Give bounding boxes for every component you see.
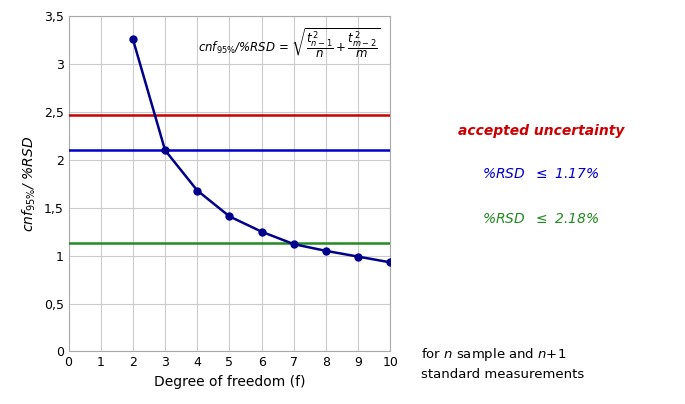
Text: %$RSD$  $\leq$ 2.18%: %$RSD$ $\leq$ 2.18% xyxy=(482,212,600,226)
Text: %$RSD$  $\leq$ 1.17%: %$RSD$ $\leq$ 1.17% xyxy=(482,167,600,181)
Y-axis label: cnf$_{95\%}$/ %RSD: cnf$_{95\%}$/ %RSD xyxy=(21,136,38,232)
Text: $cnf_{95\%}$/%$RSD$ = $\sqrt{\dfrac{t_{n-1}^{\,2}}{n}+\dfrac{t_{m-2}^{\,2}}{m}}$: $cnf_{95\%}$/%$RSD$ = $\sqrt{\dfrac{t_{n… xyxy=(198,26,381,60)
Text: accepted uncertainty: accepted uncertainty xyxy=(458,124,624,138)
Text: for $n$ sample and $n$+1
standard measurements: for $n$ sample and $n$+1 standard measur… xyxy=(421,346,584,381)
X-axis label: Degree of freedom (f): Degree of freedom (f) xyxy=(153,375,306,389)
